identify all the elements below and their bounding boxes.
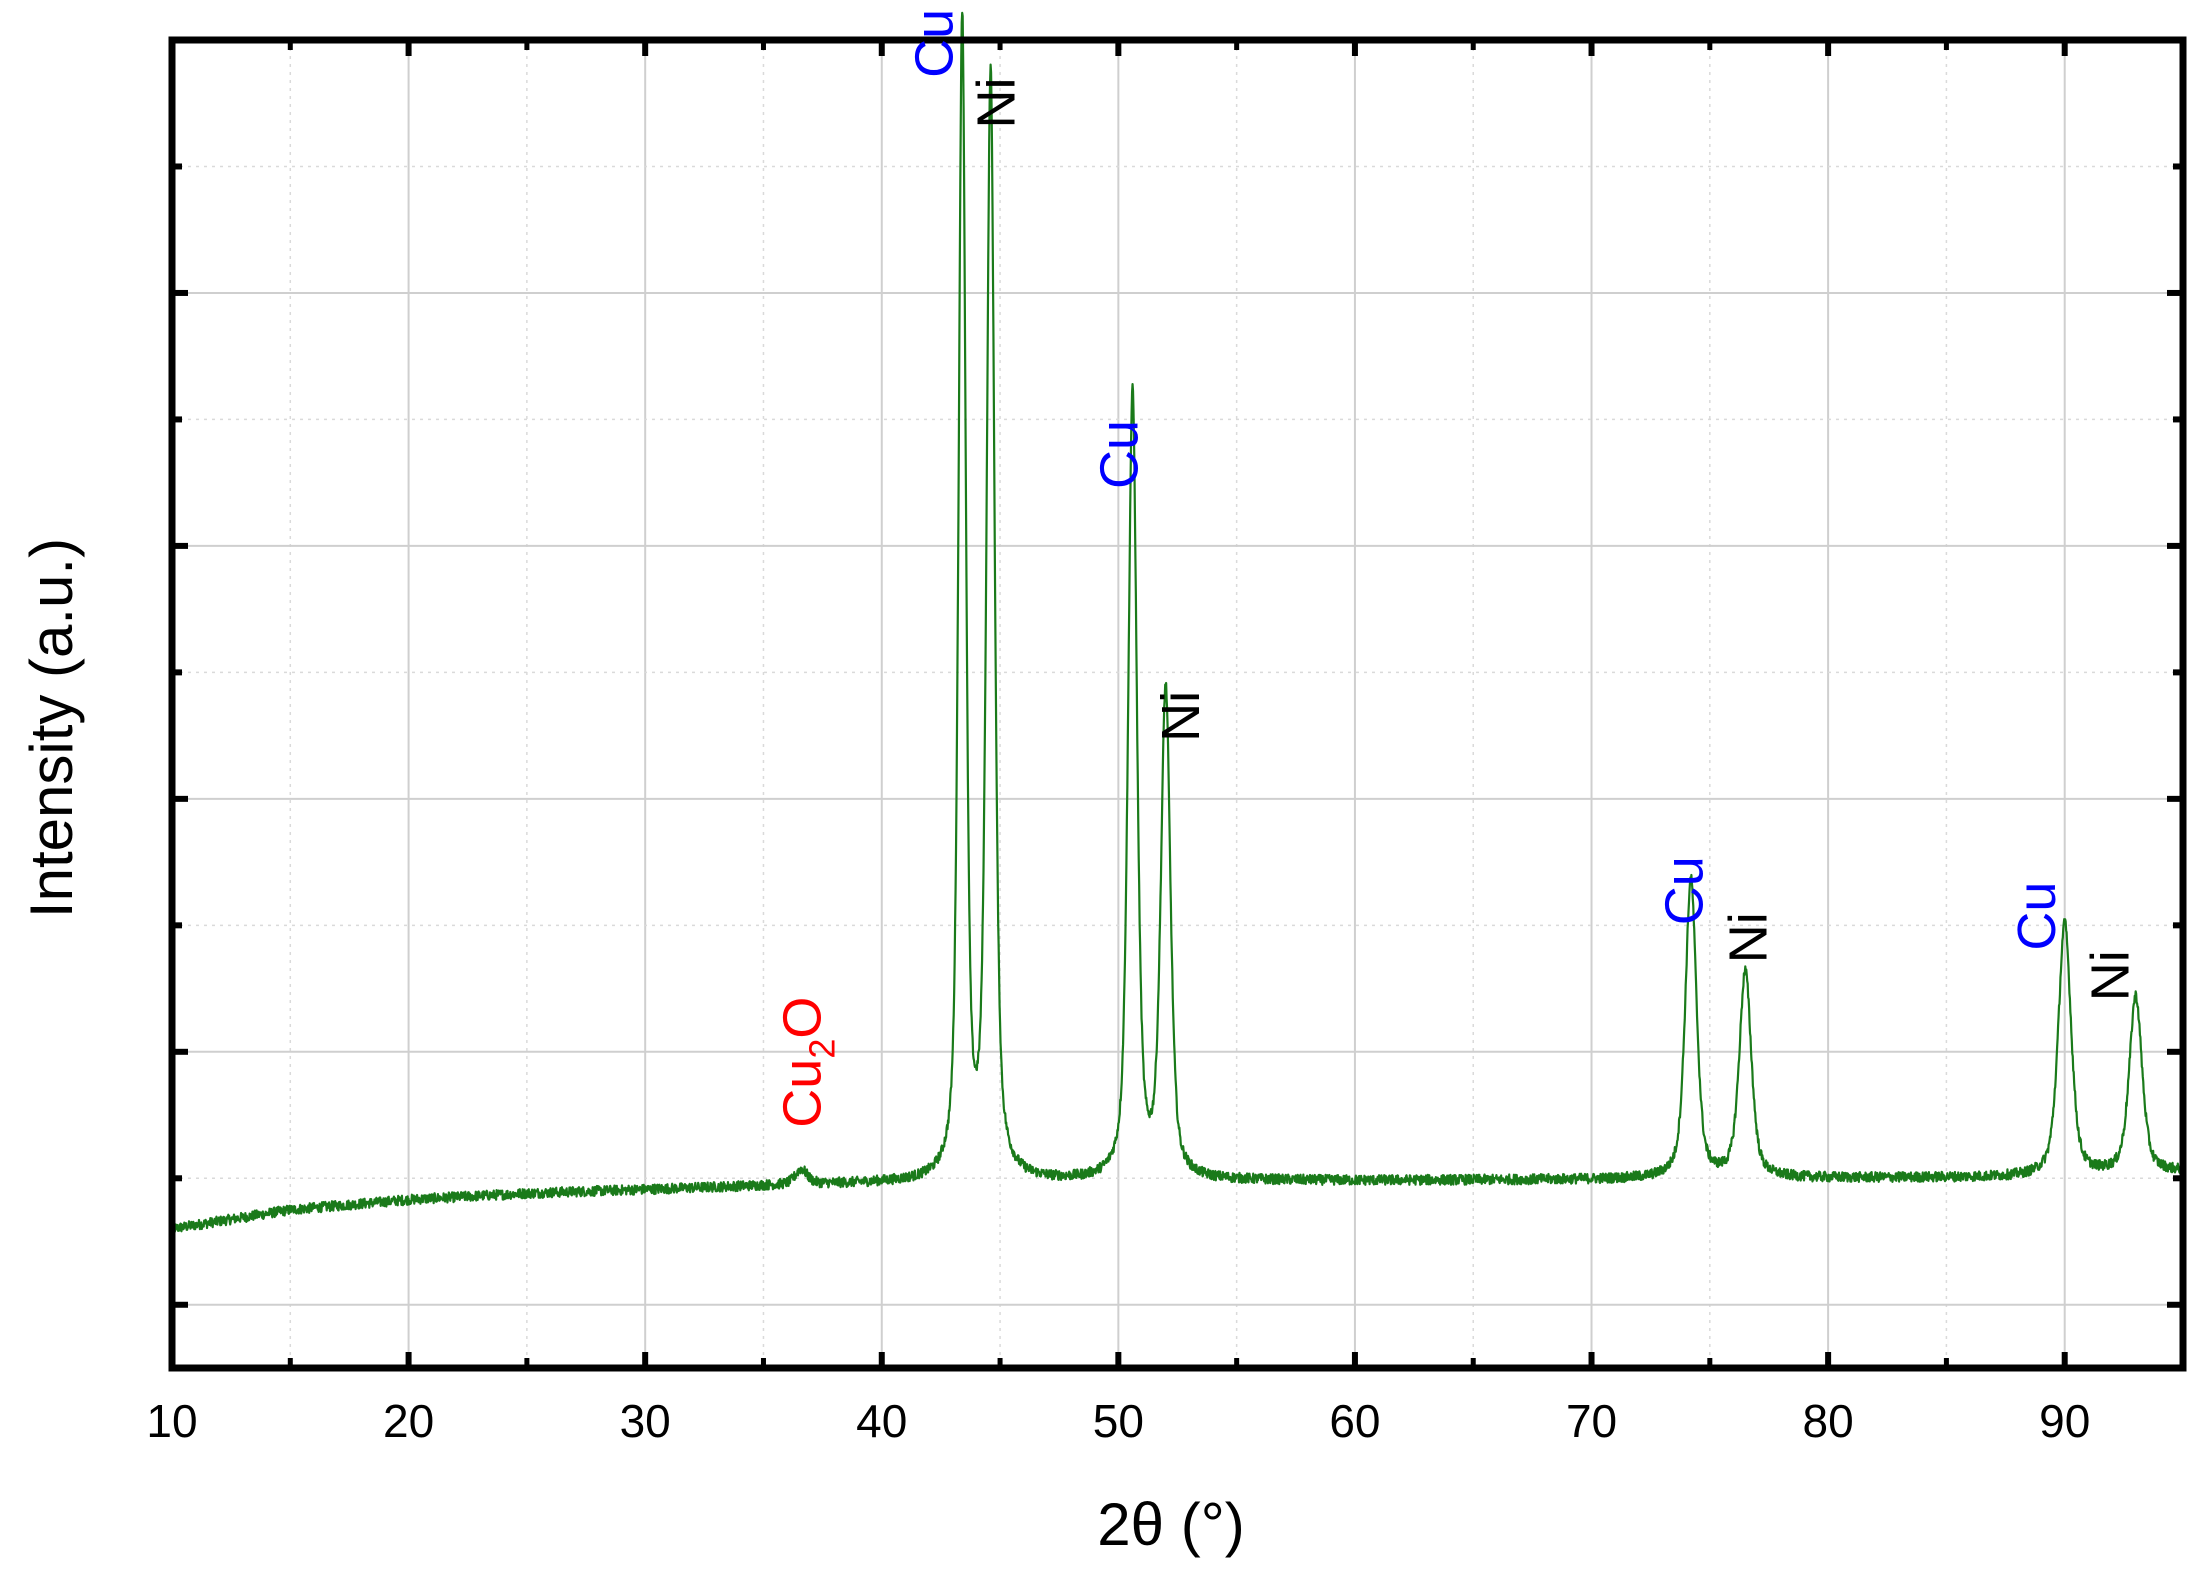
peak-label-cu2o: Cu2O [772,997,842,1128]
peak-label-text: Cu [772,1059,832,1128]
peak-label-ni2: Ni [1151,691,1211,742]
x-tick-label: 90 [2039,1395,2090,1447]
x-tick-label: 80 [1803,1395,1854,1447]
x-tick-label: 10 [146,1395,197,1447]
peak-label-text: Cu [2007,882,2067,951]
peak-label-text: Ni [1151,691,1211,742]
peak-label-ni3: Ni [1719,912,1779,963]
peak-label-ni1: Ni [966,78,1026,129]
plot-frame [168,36,2187,1372]
peak-label-cu1: Cu [905,9,965,78]
peak-label-text: Cu [1089,420,1149,489]
data-layer [170,11,2185,1233]
peak-label-text: Ni [2081,950,2141,1001]
peak-label-cu4: Cu [2007,882,2067,951]
x-axis-label: 2θ (°) [1097,1491,1244,1558]
x-tick-label: 30 [620,1395,671,1447]
x-tick-label: 40 [856,1395,907,1447]
grid [171,40,2183,1368]
x-tick-label: 60 [1329,1395,1380,1447]
peak-label-text: Cu [1655,856,1715,925]
peak-label-cu2: Cu [1089,420,1149,489]
peak-label-text: Ni [966,78,1026,129]
peak-label-subscript: 2 [801,1039,842,1059]
peak-label-cu3: Cu [1655,856,1715,925]
peak-label-text: Ni [1719,912,1779,963]
y-axis-label: Intensity (a.u.) [18,538,85,918]
peak-label-ni4: Ni [2081,950,2141,1001]
peak-label-text: Cu [905,9,965,78]
x-tick-label: 50 [1093,1395,1144,1447]
x-tick-label: 20 [383,1395,434,1447]
frame [168,36,2187,1372]
peak-label-tail: O [772,997,832,1039]
x-tick-label: 70 [1566,1395,1617,1447]
xrd-pattern-line [170,11,2185,1233]
ticks: 10 20 30 40 50 60 70 80 90 [146,40,2183,1447]
